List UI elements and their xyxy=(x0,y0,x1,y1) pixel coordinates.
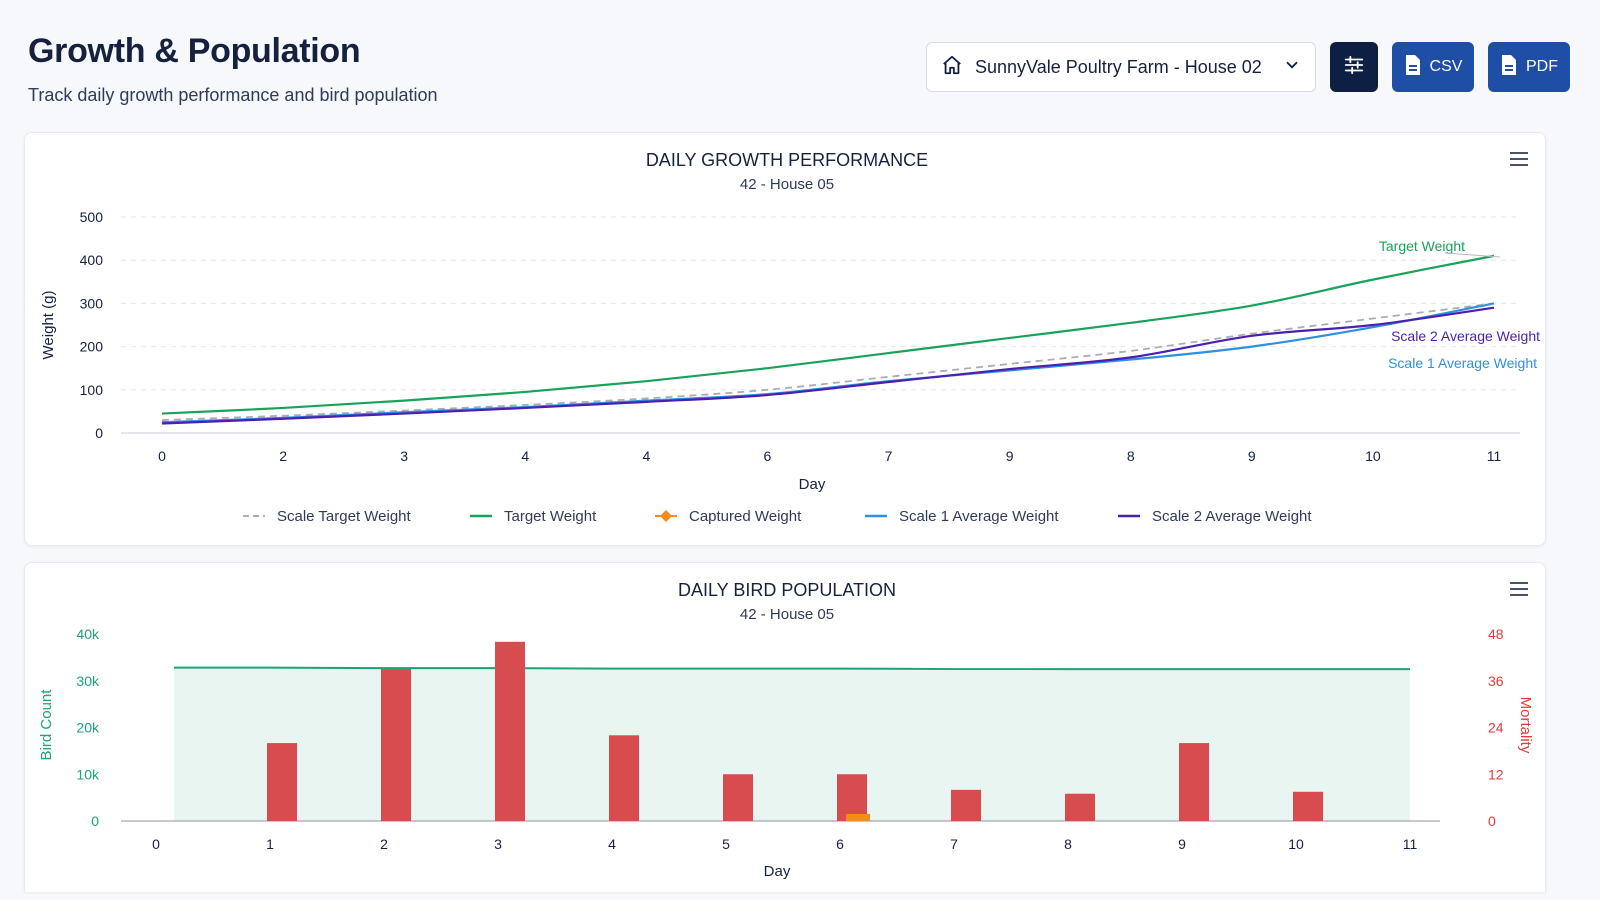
legend-label: Captured Weight xyxy=(689,508,802,525)
series-end-label: Target Weight xyxy=(1379,238,1465,254)
y-right-tick-label: 0 xyxy=(1488,813,1496,829)
x-tick-label: 0 xyxy=(158,448,166,464)
chart-title: DAILY BIRD POPULATION xyxy=(678,580,896,600)
growth-chart: DAILY GROWTH PERFORMANCE 42 - House 05 0 10… xyxy=(40,150,1540,525)
y-tick-label: 200 xyxy=(80,339,104,355)
legend-label: Scale Target Weight xyxy=(277,508,412,525)
chevron-down-icon xyxy=(1283,56,1301,79)
y-tick-label: 400 xyxy=(80,252,104,268)
toolbar: SunnyVale Poultry Farm - House 02 CSV PD… xyxy=(926,42,1570,92)
x-tick-label: 9 xyxy=(1006,448,1014,464)
x-tick-label: 1 xyxy=(266,836,274,852)
series-end-label: Scale 1 Average Weight xyxy=(1388,355,1537,371)
y-axis-label: Weight (g) xyxy=(40,291,57,360)
growth-chart-card: DAILY GROWTH PERFORMANCE 42 - House 05 0 10… xyxy=(24,132,1546,546)
y-right-axis-label: Mortality xyxy=(1517,697,1534,754)
x-axis-label: Day xyxy=(764,863,791,880)
mortality-bar xyxy=(495,641,525,821)
chart-subtitle: 42 - House 05 xyxy=(740,176,834,193)
y-tick-label: 500 xyxy=(80,209,104,225)
page-title: Growth & Population xyxy=(28,32,361,70)
sliders-icon xyxy=(1343,54,1365,81)
x-tick-label: 4 xyxy=(642,448,650,464)
y-left-axis-label: Bird Count xyxy=(38,689,55,761)
x-tick-label: 8 xyxy=(1127,448,1135,464)
x-tick-label: 7 xyxy=(885,448,893,464)
farm-select-value: SunnyVale Poultry Farm - House 02 xyxy=(975,56,1262,77)
farm-select[interactable]: SunnyVale Poultry Farm - House 02 xyxy=(926,42,1316,92)
x-tick-label: 0 xyxy=(152,836,160,852)
mortality-bar xyxy=(837,774,867,821)
x-tick-label: 11 xyxy=(1487,448,1502,464)
captured-bar xyxy=(846,813,870,821)
y-right-tick-label: 12 xyxy=(1488,766,1504,782)
mortality-bar xyxy=(1065,793,1095,821)
x-tick-label: 7 xyxy=(950,836,958,852)
y-left-tick-label: 40k xyxy=(76,626,100,642)
x-tick-label: 10 xyxy=(1288,836,1304,852)
x-tick-label: 4 xyxy=(608,836,616,852)
filter-button[interactable] xyxy=(1330,42,1378,92)
x-tick-label: 4 xyxy=(521,448,529,464)
x-tick-label: 3 xyxy=(400,448,408,464)
y-tick-label: 300 xyxy=(80,295,104,311)
series-end-label: Scale 2 Average Weight xyxy=(1391,328,1540,344)
x-tick-label: 8 xyxy=(1064,836,1072,852)
page-subtitle: Track daily growth performance and bird … xyxy=(28,85,438,105)
series-line-target xyxy=(161,254,1495,415)
pdf-export-button[interactable]: PDF xyxy=(1488,42,1570,92)
x-tick-label: 9 xyxy=(1248,448,1256,464)
legend-label: Scale 2 Average Weight xyxy=(1152,508,1312,525)
mortality-bar xyxy=(1293,791,1323,821)
x-axis-label: Day xyxy=(799,476,826,493)
series-line-scale_target xyxy=(161,302,1495,421)
pdf-label: PDF xyxy=(1526,58,1558,75)
file-icon xyxy=(1500,54,1518,81)
menu-icon[interactable] xyxy=(1509,581,1529,597)
label-connector xyxy=(1444,252,1501,258)
population-chart-card: DAILY BIRD POPULATION 42 - House 05 0 10k 20… xyxy=(24,562,1546,892)
x-tick-label: 2 xyxy=(380,836,388,852)
x-tick-label: 2 xyxy=(279,448,287,464)
csv-label: CSV xyxy=(1429,58,1463,75)
legend-label: Scale 1 Average Weight xyxy=(899,508,1059,525)
x-tick-label: 3 xyxy=(494,836,502,852)
y-right-tick-label: 48 xyxy=(1488,626,1504,642)
series-line-scale1 xyxy=(161,302,1495,424)
mortality-bar xyxy=(951,789,981,821)
mortality-bar xyxy=(381,669,411,821)
legend-marker xyxy=(660,510,672,522)
bird-count-line xyxy=(174,666,1410,671)
x-tick-label: 6 xyxy=(836,836,844,852)
chart-subtitle: 42 - House 05 xyxy=(740,606,834,623)
y-left-tick-label: 20k xyxy=(76,720,100,736)
x-tick-label: 10 xyxy=(1365,448,1381,464)
y-right-tick-label: 36 xyxy=(1488,673,1504,689)
y-left-tick-label: 10k xyxy=(76,766,100,782)
mortality-bar xyxy=(1179,743,1209,821)
mortality-bar xyxy=(267,743,297,821)
home-icon xyxy=(941,54,963,81)
y-left-tick-label: 0 xyxy=(91,813,99,829)
page-header: Growth & Population Track daily growth p… xyxy=(28,32,438,106)
x-tick-label: 11 xyxy=(1403,836,1418,852)
mortality-bar xyxy=(609,735,639,821)
legend-label: Target Weight xyxy=(504,508,597,525)
x-tick-label: 9 xyxy=(1178,836,1186,852)
y-left-tick-label: 30k xyxy=(76,673,100,689)
mortality-bar xyxy=(723,774,753,821)
x-tick-label: 5 xyxy=(722,836,730,852)
series-line-scale2 xyxy=(161,306,1495,425)
y-tick-label: 0 xyxy=(95,425,103,441)
menu-icon[interactable] xyxy=(1509,151,1529,167)
y-tick-label: 100 xyxy=(80,382,104,398)
csv-export-button[interactable]: CSV xyxy=(1392,42,1474,92)
y-right-tick-label: 24 xyxy=(1488,720,1504,736)
x-tick-label: 6 xyxy=(764,448,772,464)
bird-count-area xyxy=(174,667,1410,821)
chart-title: DAILY GROWTH PERFORMANCE xyxy=(646,150,928,170)
file-icon xyxy=(1404,54,1422,81)
